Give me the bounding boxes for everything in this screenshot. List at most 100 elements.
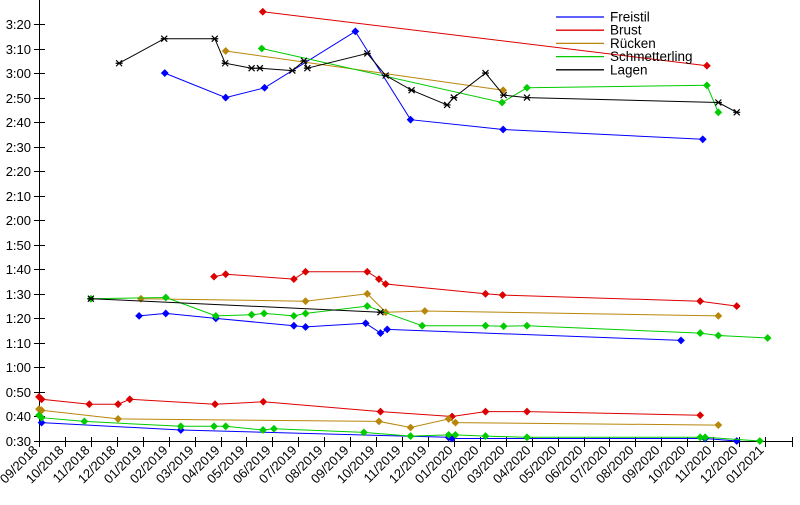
data-point-lagen-upper (300, 57, 308, 65)
data-point-freistil-upper (499, 125, 508, 134)
data-point-r-cken-upper (499, 86, 508, 95)
series-lagen-upper (115, 35, 741, 116)
data-point-schmetterling-middle (161, 293, 170, 302)
data-point-lagen-upper (115, 59, 123, 67)
data-point-freistil-upper (221, 93, 230, 102)
data-point-schmetterling-upper (523, 83, 531, 92)
data-point-schmetterling-lower (80, 417, 89, 426)
data-point-brust-middle (363, 267, 372, 276)
y-tick-label: 2:20 (6, 164, 31, 179)
y-tick-label: 1:30 (6, 287, 31, 302)
legend-item-freistil: Freistil (556, 10, 650, 25)
data-point-r-cken-middle (363, 289, 372, 298)
series-line-freistil-middle (139, 312, 682, 341)
data-point-schmetterling-middle (523, 321, 531, 330)
y-tick-label: 3:20 (6, 17, 31, 32)
data-point-schmetterling-upper (703, 81, 711, 90)
data-point-r-cken-lower (714, 421, 723, 429)
data-point-r-cken-middle (301, 297, 310, 306)
data-point-freistil-middle (135, 311, 143, 320)
data-point-schmetterling-middle (247, 310, 256, 319)
data-point-r-cken-lower (444, 415, 453, 423)
legend-item-r-cken: Rücken (556, 36, 656, 51)
data-point-brust-middle (375, 275, 383, 284)
data-point-lagen-upper (211, 35, 219, 43)
series-line-r-cken-middle (140, 293, 719, 317)
y-tick-label: 0:40 (6, 409, 31, 424)
data-point-schmetterling-middle (481, 321, 490, 330)
data-point-r-cken-middle (714, 311, 723, 320)
y-tick-label: 1:20 (6, 311, 31, 326)
data-point-brust-lower (481, 407, 490, 416)
legend-label: Lagen (610, 62, 648, 77)
series-line-r-cken-upper (225, 50, 504, 91)
data-point-schmetterling-middle (289, 311, 298, 320)
data-point-brust-middle (481, 289, 490, 298)
legend-label: Rücken (610, 36, 656, 51)
data-point-freistil-middle (361, 319, 370, 328)
data-point-freistil-middle (677, 336, 685, 345)
data-point-brust-middle (732, 302, 741, 310)
data-point-freistil-middle (383, 325, 392, 334)
data-point-brust-lower (85, 400, 94, 409)
y-tick-label: 2:40 (6, 115, 31, 130)
data-point-freistil-upper (351, 27, 360, 36)
data-point-lagen-upper (500, 91, 508, 99)
data-point-lagen-upper (288, 67, 296, 75)
data-point-r-cken-lower (406, 423, 415, 432)
y-tick-label: 3:10 (6, 42, 31, 57)
data-point-schmetterling-lower (755, 437, 764, 445)
data-point-lagen-upper (160, 35, 168, 43)
series-brust-upper (258, 7, 711, 70)
series-line-brust-lower (38, 396, 701, 418)
data-point-freistil-middle (161, 309, 170, 318)
data-point-schmetterling-lower (37, 413, 46, 422)
legend-item-schmetterling: Schmetterling (556, 49, 693, 64)
legend-label: Freistil (610, 10, 650, 25)
legend-item-lagen: Lagen (556, 62, 648, 77)
data-point-lagen-upper (248, 64, 256, 72)
data-point-lagen-upper (733, 108, 741, 116)
data-point-brust-middle (221, 270, 230, 279)
data-point-lagen-upper (523, 94, 531, 102)
data-point-r-cken-lower (375, 417, 383, 426)
data-point-brust-lower (376, 407, 385, 416)
data-point-schmetterling-lower (406, 432, 415, 441)
data-point-schmetterling-lower (444, 430, 453, 439)
data-point-brust-middle (289, 275, 298, 284)
data-point-lagen-upper (303, 64, 311, 72)
data-point-brust-middle (301, 267, 310, 276)
legend-label: Brust (610, 23, 642, 38)
data-point-freistil-lower (732, 437, 741, 445)
data-point-freistil-upper (406, 115, 415, 124)
data-point-schmetterling-lower (359, 428, 368, 437)
data-point-freistil-upper (160, 69, 169, 77)
series-freistil-upper (160, 27, 707, 144)
y-tick-label: 2:50 (6, 91, 31, 106)
data-point-lagen-middle (376, 308, 384, 316)
data-point-brust-lower (448, 412, 456, 421)
data-point-lagen-upper (363, 50, 371, 57)
data-point-schmetterling-lower (701, 433, 710, 442)
data-point-schmetterling-lower (259, 426, 267, 434)
data-point-lagen-upper (450, 94, 458, 102)
data-point-freistil-middle (301, 323, 310, 331)
data-point-schmetterling-middle (763, 334, 772, 342)
data-point-r-cken-middle (420, 307, 429, 315)
data-point-brust-middle (210, 272, 218, 281)
data-point-brust-upper (258, 7, 267, 16)
data-point-schmetterling-middle (301, 309, 310, 318)
data-point-schmetterling-lower (176, 422, 185, 431)
data-point-schmetterling-upper (498, 98, 506, 107)
y-tick-label: 2:30 (6, 140, 31, 155)
series-schmetterling-lower (35, 411, 764, 445)
series-r-cken-upper (221, 47, 508, 95)
data-point-freistil-middle (289, 321, 298, 330)
series-brust-middle (210, 267, 741, 310)
data-point-schmetterling-lower (451, 430, 460, 439)
data-point-lagen-upper (408, 86, 416, 94)
data-point-brust-lower (523, 407, 531, 416)
data-point-schmetterling-middle (211, 311, 220, 320)
